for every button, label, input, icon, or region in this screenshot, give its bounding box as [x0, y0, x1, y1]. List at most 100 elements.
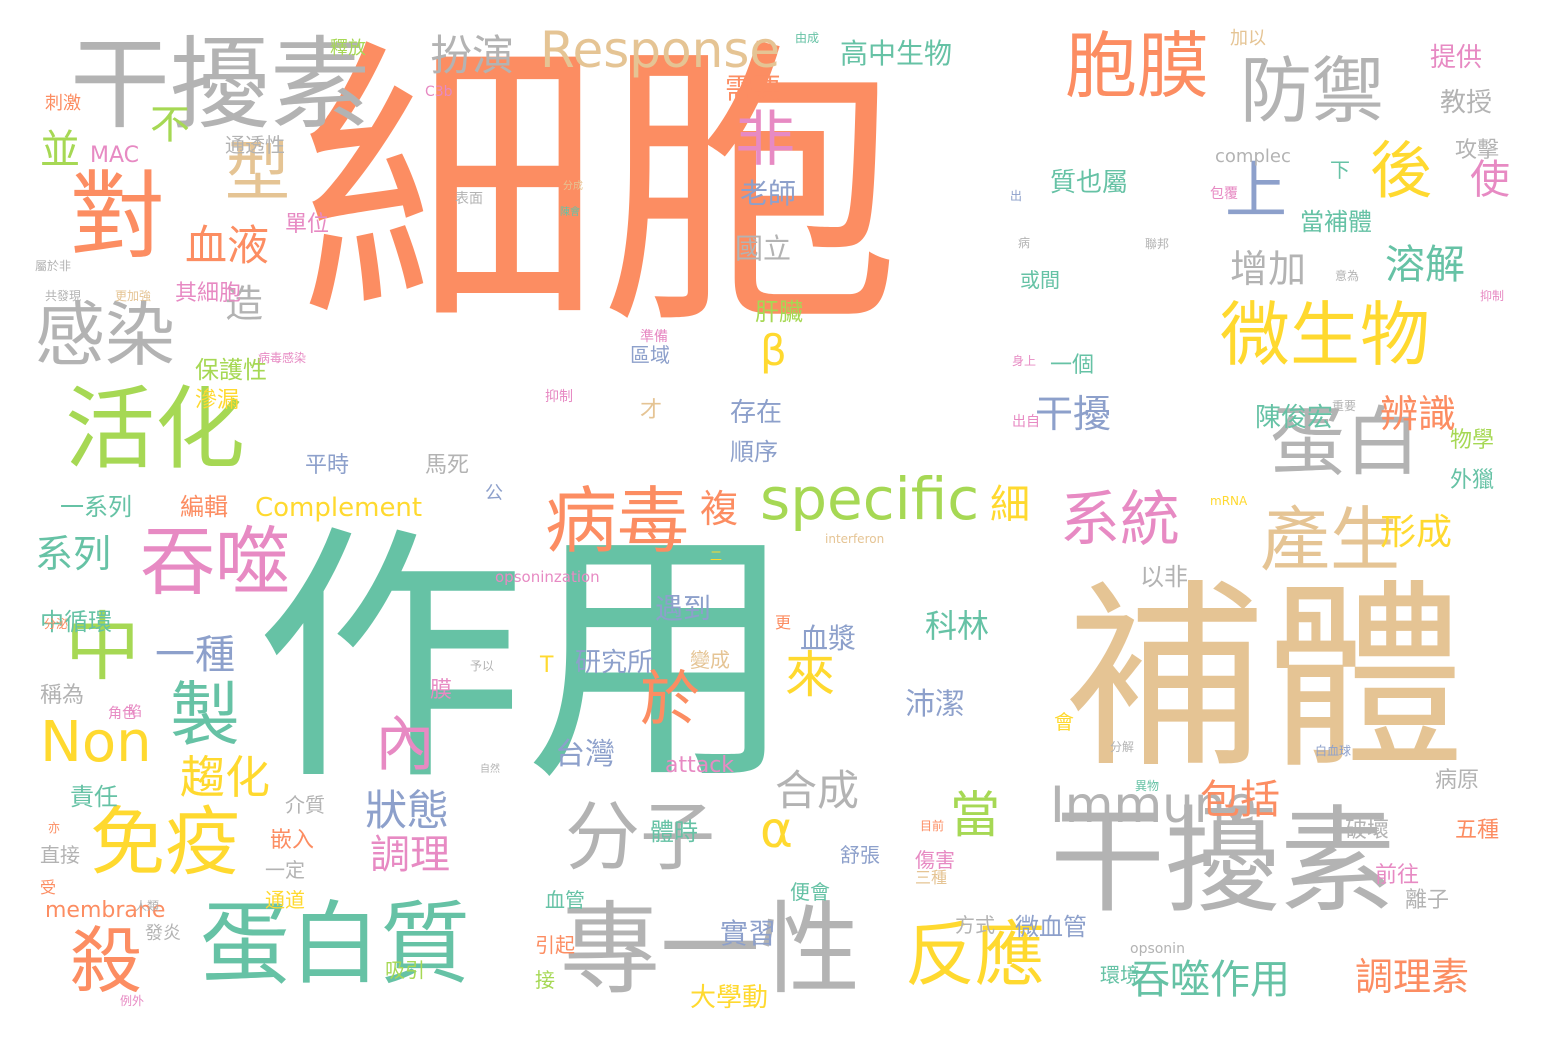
cloud-word: 人類	[135, 899, 160, 913]
cloud-word: 或間	[1020, 268, 1060, 292]
cloud-word: 分泌	[44, 617, 69, 631]
cloud-word: 環境	[1100, 963, 1140, 987]
cloud-word: 順序	[730, 438, 778, 466]
cloud-word: 活化	[65, 377, 245, 482]
cloud-word: 平時	[305, 453, 350, 478]
cloud-word: 微血管	[1015, 913, 1087, 941]
cloud-word: 干擾素	[70, 26, 370, 143]
cloud-word: 釋放	[330, 38, 366, 59]
cloud-word: β	[760, 326, 787, 375]
cloud-word: 科林	[925, 607, 990, 645]
cloud-word: 外獵	[1450, 468, 1495, 493]
cloud-word: 滲漏	[195, 388, 240, 413]
cloud-word: 抑制	[1480, 289, 1505, 303]
cloud-word: 干擾素	[1050, 795, 1396, 929]
cloud-word: 來	[785, 646, 835, 704]
cloud-word: 變成	[690, 648, 730, 672]
cloud-word: 調理	[370, 832, 450, 878]
cloud-word: 溶解	[1385, 242, 1465, 288]
cloud-word: 出自	[1012, 414, 1040, 430]
cloud-word: specific	[760, 465, 980, 533]
cloud-word: 大學動	[690, 983, 769, 1013]
cloud-word: 蛋白	[1270, 398, 1421, 486]
cloud-word: 屬於非	[35, 259, 72, 273]
cloud-word: 病原	[1435, 768, 1480, 793]
cloud-word: 病毒	[545, 479, 690, 563]
cloud-word: T	[540, 653, 554, 678]
cloud-word: 於	[640, 665, 700, 735]
cloud-word: 系統	[1060, 485, 1180, 555]
cloud-word: 方式	[955, 913, 995, 937]
cloud-word: 高中生物	[840, 37, 953, 70]
cloud-word: 亦	[48, 821, 61, 835]
cloud-word: 調理素	[1355, 955, 1470, 999]
cloud-word: 直接	[40, 843, 80, 867]
cloud-word: 加以	[1230, 28, 1266, 49]
cloud-word: 責任	[70, 783, 118, 811]
cloud-word: 才	[640, 398, 663, 423]
cloud-word: 分成	[563, 181, 583, 192]
cloud-word: 反應	[905, 914, 1045, 996]
cloud-word: 病	[1018, 236, 1031, 250]
cloud-word: 非	[735, 105, 795, 175]
cloud-word: 予以	[470, 659, 495, 673]
cloud-word: 稱為	[40, 683, 85, 708]
cloud-word: 自然	[480, 764, 500, 775]
cloud-word: 破壞	[1345, 818, 1390, 843]
cloud-word: 血漿	[800, 622, 857, 655]
cloud-word: 上	[1225, 154, 1288, 227]
cloud-word: 中循環	[40, 608, 112, 636]
cloud-word: 複	[700, 487, 739, 531]
cloud-word: 增加	[1230, 247, 1307, 291]
cloud-word: 攻擊	[1455, 138, 1500, 163]
cloud-word: 介質	[285, 793, 325, 817]
cloud-word: 公	[485, 483, 503, 504]
cloud-word: 對	[70, 162, 166, 272]
cloud-word: 一系列	[60, 493, 132, 521]
cloud-word: 狀態	[365, 786, 450, 835]
cloud-word: 造	[225, 282, 264, 326]
cloud-word: 前往	[1375, 863, 1420, 888]
cloud-word: 補體	[1065, 563, 1466, 796]
cloud-word: 便會	[790, 880, 830, 904]
cloud-word: 當	[950, 786, 1000, 844]
cloud-word: 趨化	[180, 751, 271, 804]
cloud-word: 通道	[265, 888, 305, 912]
cloud-word: 陳俊宏	[1255, 403, 1334, 433]
cloud-word: 作用	[255, 502, 795, 817]
cloud-word: 干擾	[1035, 392, 1112, 436]
cloud-word: 以非	[1140, 563, 1188, 591]
cloud-word: 微生物	[1220, 294, 1430, 376]
cloud-word: 遇到	[655, 592, 712, 625]
cloud-word: 引起	[535, 933, 575, 957]
cloud-word: 使	[1470, 157, 1510, 203]
cloud-word: 老師	[740, 177, 797, 210]
cloud-word: Non	[40, 710, 152, 775]
cloud-word: 病毒感染	[258, 351, 307, 365]
cloud-word: 保護性	[195, 356, 267, 384]
cloud-word: 異物	[1135, 779, 1160, 793]
cloud-word: 傷害	[915, 848, 955, 872]
cloud-word: 殺	[70, 919, 143, 1003]
cloud-word: C3b	[425, 84, 453, 100]
cloud-word: 舒張	[840, 843, 880, 867]
cloud-word: 當補體	[1300, 208, 1372, 236]
cloud-word: 需要	[725, 72, 782, 105]
cloud-word: 沛潔	[905, 687, 965, 722]
cloud-word: 扮演	[430, 31, 515, 80]
cloud-word: 身上	[1012, 354, 1037, 368]
cloud-word: 不	[150, 102, 190, 148]
cloud-word: Response	[540, 21, 781, 79]
cloud-word: 下	[1330, 158, 1350, 182]
cloud-word: 受	[40, 878, 57, 897]
cloud-word: 準備	[640, 329, 668, 345]
cloud-word: 防禦	[1240, 49, 1385, 133]
cloud-word: 研究所	[575, 648, 654, 678]
cloud-word: 離子	[1405, 888, 1450, 913]
cloud-word: 三種	[915, 868, 948, 887]
cloud-word: Complement	[255, 493, 423, 523]
cloud-word: 國立	[735, 232, 792, 265]
cloud-word: interferon	[825, 532, 885, 546]
cloud-word: mRNA	[1210, 494, 1248, 508]
cloud-word: 一定	[265, 858, 305, 882]
